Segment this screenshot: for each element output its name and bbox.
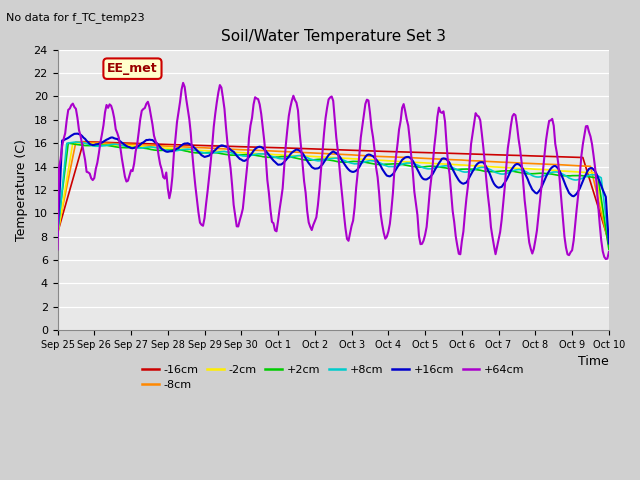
Text: No data for f_TC_temp23: No data for f_TC_temp23	[6, 12, 145, 23]
Legend: -16cm, -8cm, -2cm, +2cm, +8cm, +16cm, +64cm: -16cm, -8cm, -2cm, +2cm, +8cm, +16cm, +6…	[138, 360, 529, 395]
Text: EE_met: EE_met	[107, 62, 158, 75]
Title: Soil/Water Temperature Set 3: Soil/Water Temperature Set 3	[221, 29, 445, 44]
X-axis label: Time: Time	[578, 355, 609, 369]
Y-axis label: Temperature (C): Temperature (C)	[15, 139, 28, 241]
